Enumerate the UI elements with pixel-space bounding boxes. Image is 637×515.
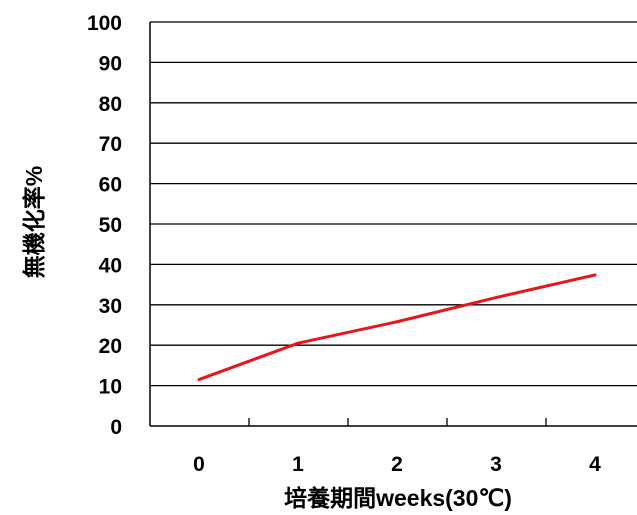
axes — [149, 22, 637, 427]
y-tick-label: 20 — [99, 335, 122, 358]
x-tick-labels: 0 1 2 3 4 — [193, 453, 601, 476]
y-tick-label: 0 — [110, 416, 122, 439]
y-tick-label: 60 — [99, 174, 122, 197]
y-tick-label: 40 — [99, 254, 122, 277]
data-point — [593, 273, 597, 277]
data-point — [197, 378, 201, 381]
data-point — [296, 341, 300, 345]
gridlines — [150, 21, 637, 387]
x-axis-title: 培養期間weeks(30℃) — [284, 485, 512, 511]
y-tick-label: 10 — [99, 376, 122, 399]
data-point — [494, 296, 498, 299]
series-line-0 — [197, 273, 597, 382]
y-tick-label: 30 — [99, 295, 122, 318]
x-tick-label: 1 — [292, 453, 304, 476]
y-tick-label: 100 — [87, 12, 122, 35]
y-tick-label: 80 — [99, 93, 122, 116]
y-axis-title: 無機化率% — [21, 166, 47, 278]
x-tick-label: 2 — [391, 453, 403, 476]
data-point — [395, 320, 399, 323]
y-tick-label: 90 — [99, 52, 122, 75]
x-tick-label: 0 — [193, 453, 205, 476]
x-tick-label: 3 — [490, 453, 502, 476]
y-tick-label: 50 — [99, 214, 122, 237]
x-tick-label: 4 — [589, 453, 601, 476]
y-tick-label: 70 — [99, 133, 122, 156]
series — [197, 273, 597, 382]
y-tick-labels: 0 10 20 30 40 50 60 70 80 90 100 — [87, 12, 122, 439]
